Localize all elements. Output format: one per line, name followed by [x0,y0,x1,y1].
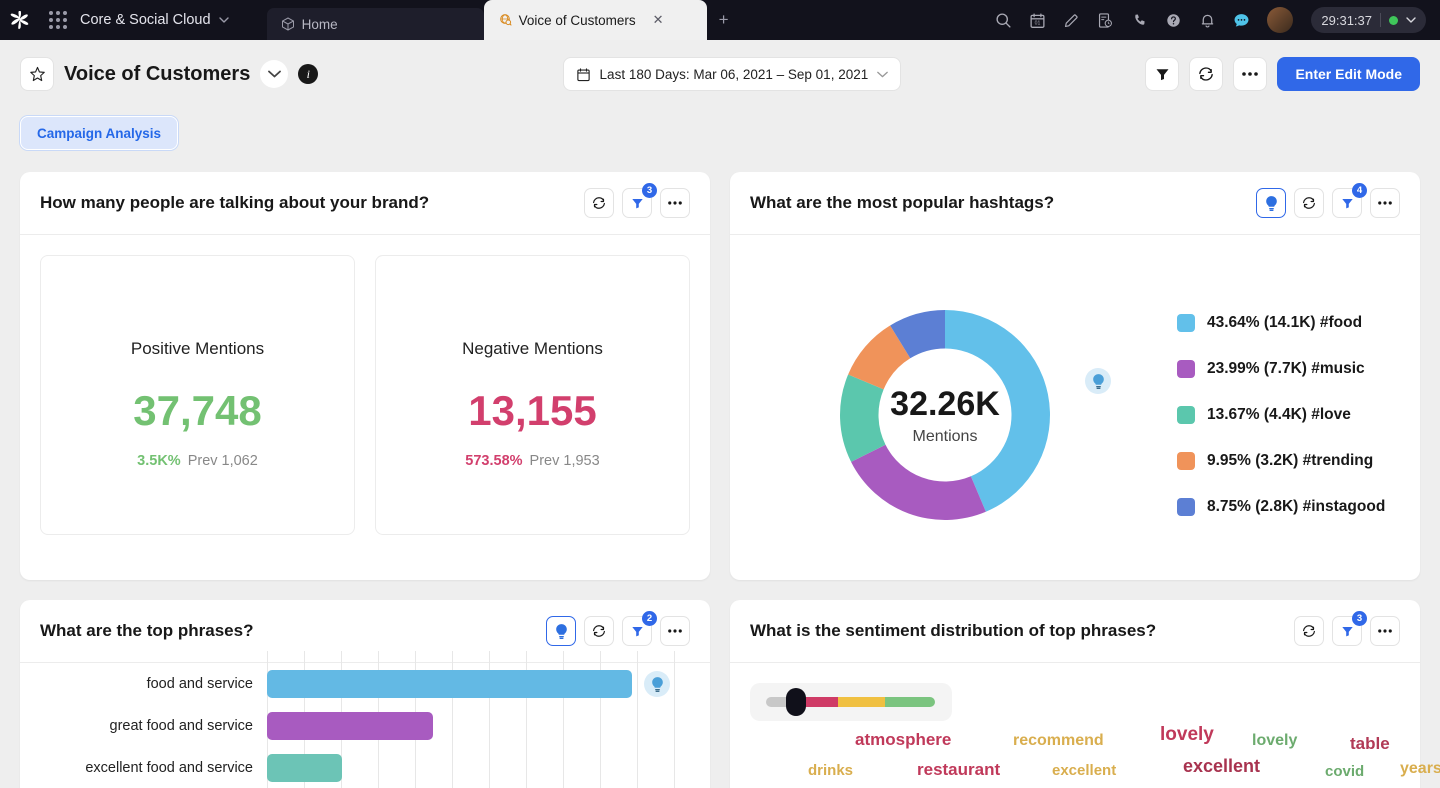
svg-text:01: 01 [1035,20,1041,26]
